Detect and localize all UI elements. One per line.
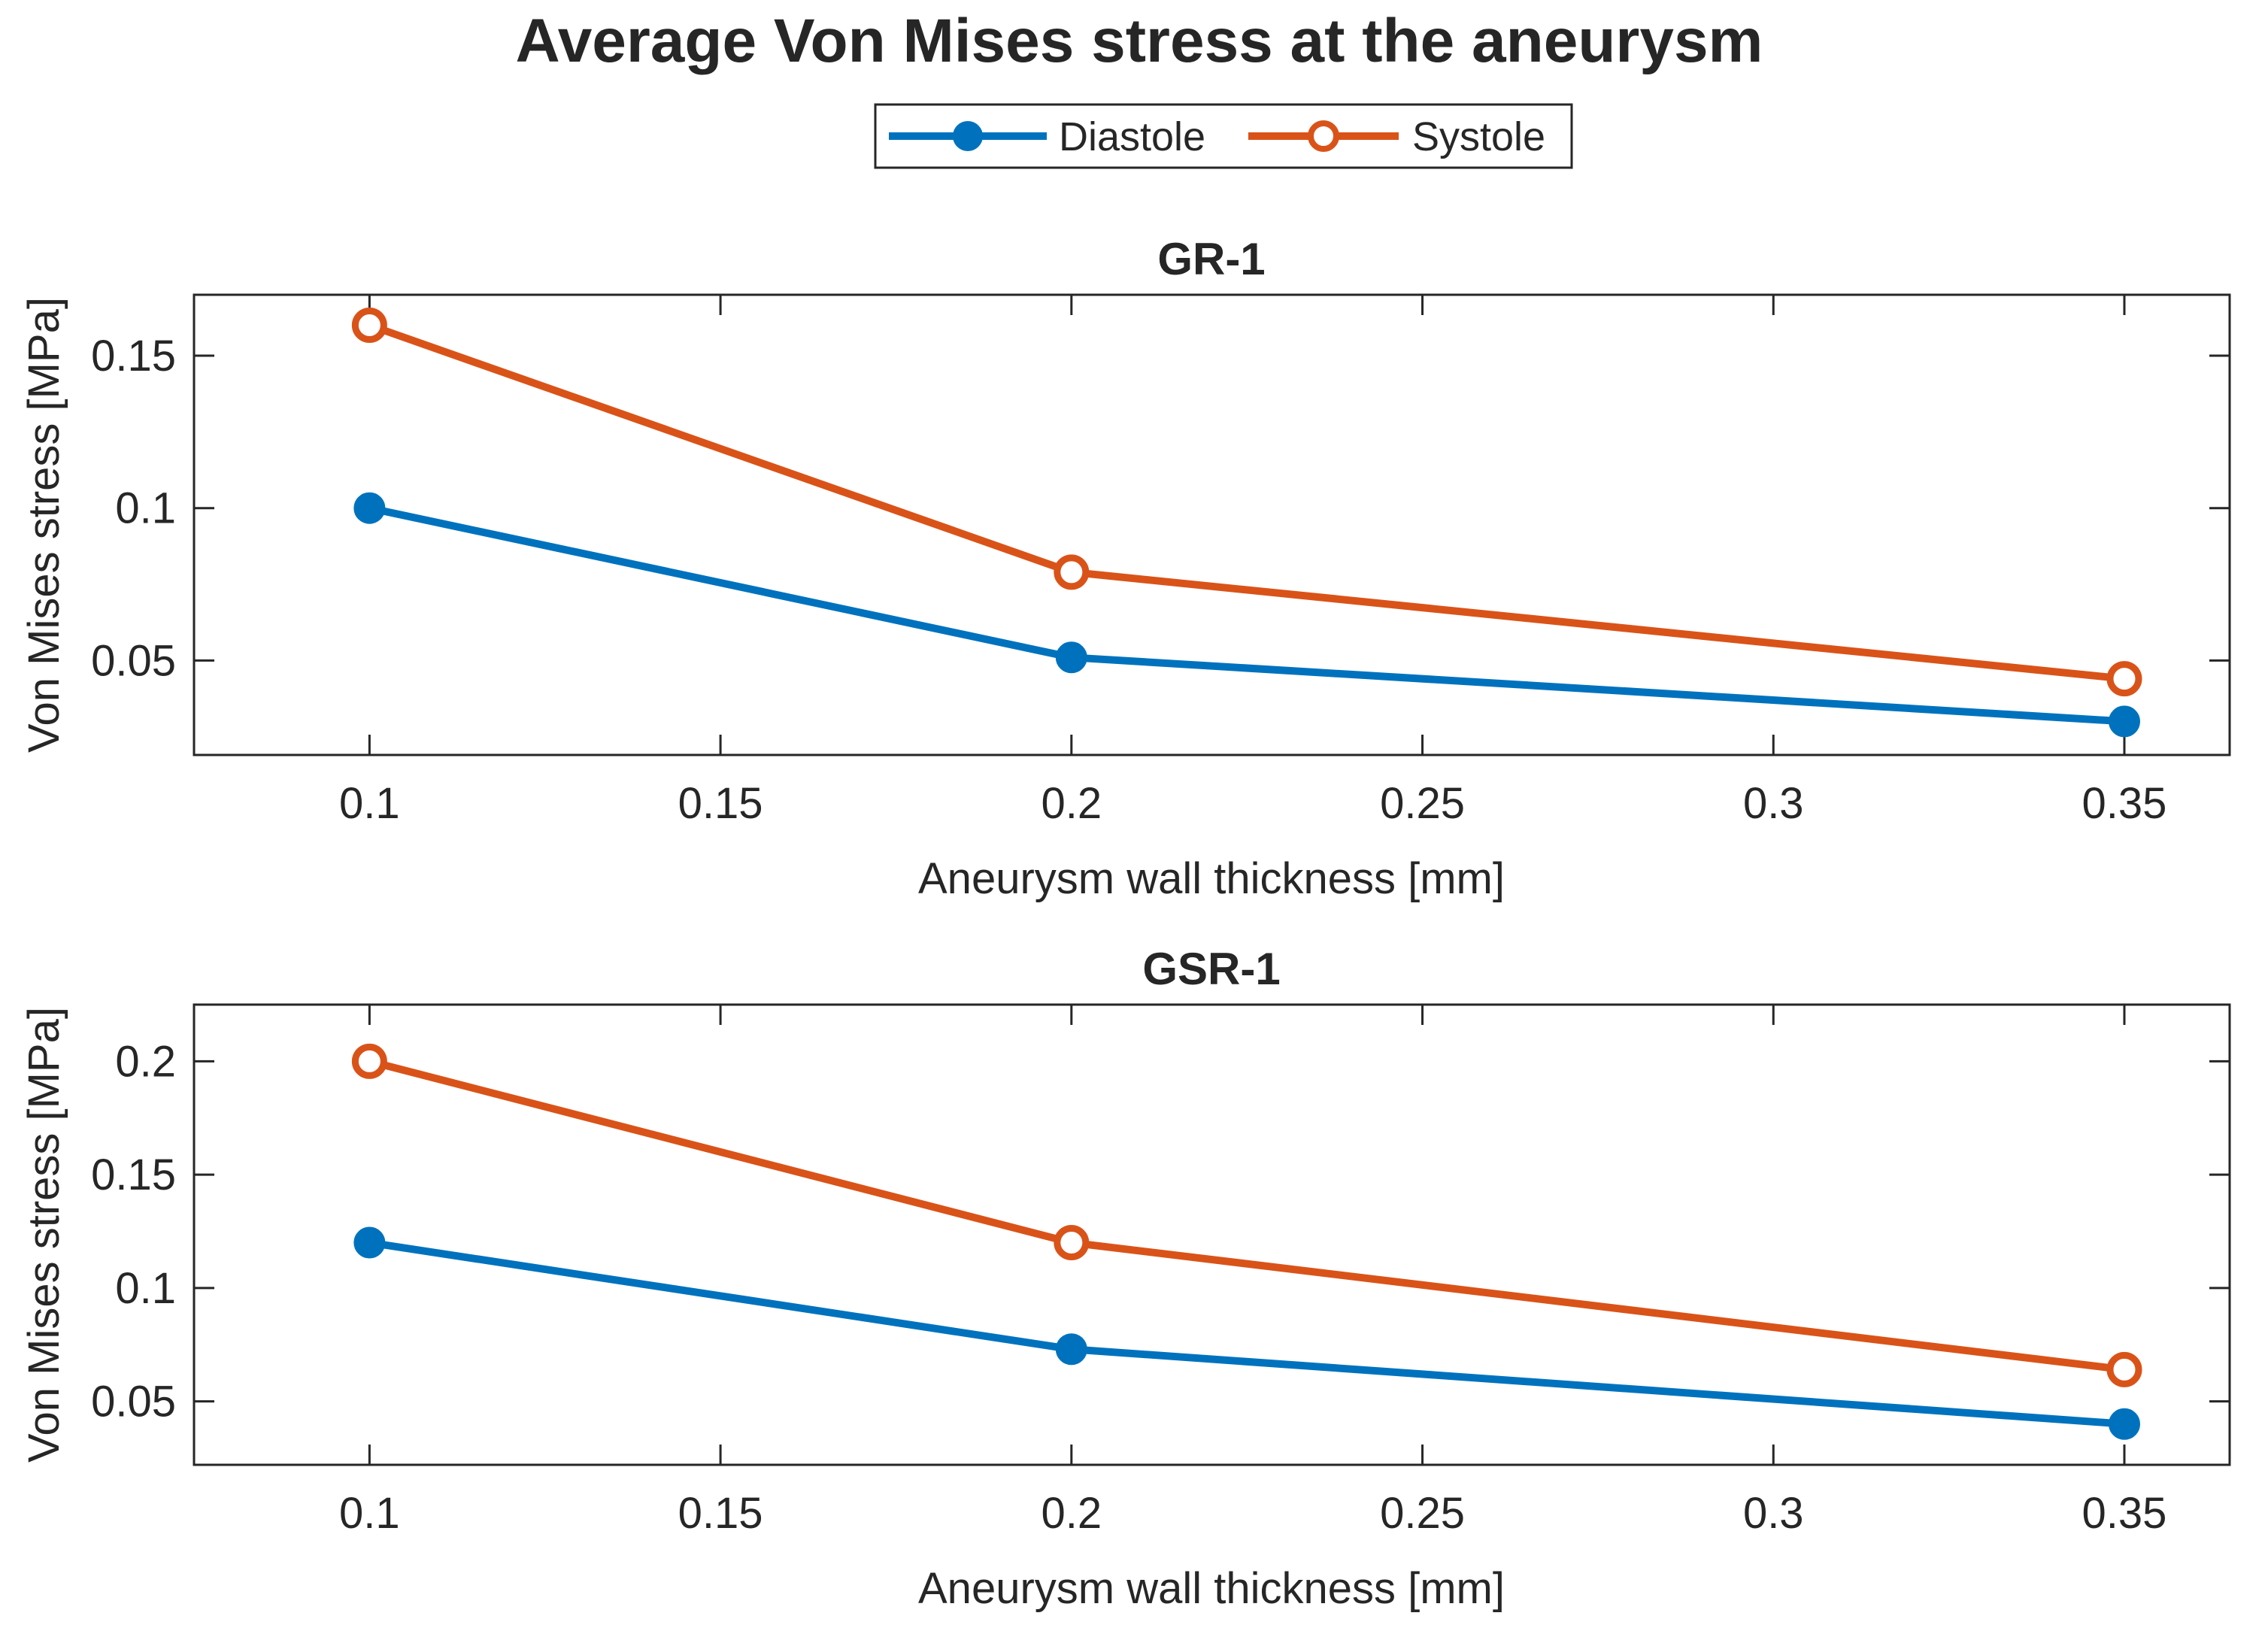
subplot-gsr1: GSR-1 0.1 0.15 0.2 0.25 0.3 0.35 0.050.10.150…	[20, 944, 2231, 1613]
legend-entry-systole: Systole	[1248, 114, 1545, 159]
x-tick-label: 0.1	[339, 779, 400, 828]
x-tick-label: 0.1	[339, 1489, 400, 1538]
x-tick-label: 0.25	[1380, 779, 1465, 828]
subplot-title-gr1: GR-1	[1157, 234, 1265, 284]
x-tick-label: 0.35	[2082, 779, 2167, 828]
legend-label-systole: Systole	[1412, 114, 1545, 159]
legend-marker-diastole	[953, 121, 983, 151]
data-point-systole	[2106, 1351, 2142, 1387]
x-tick-label: 0.25	[1380, 1489, 1465, 1538]
y-tick-label: 0.1	[115, 484, 176, 533]
legend: Diastole Systole	[874, 103, 1573, 169]
y-tick-label: 0.2	[115, 1037, 176, 1086]
y-axis-label-gsr1: Von Mises stress [MPa]	[20, 1007, 68, 1463]
x-tick-label: 0.35	[2082, 1489, 2167, 1538]
subplot-gr1: GR-1 0.1 0.15 0.2 0.25 0.3 0.35 0.05 0.1 0.15 A…	[20, 234, 2231, 903]
subplot-title-gsr1: GSR-1	[1142, 944, 1280, 994]
x-tick-label: 0.3	[1743, 779, 1804, 828]
y-ticks-gr1: 0.05 0.1 0.15	[91, 332, 2230, 685]
data-point-diastole	[1055, 641, 1087, 674]
data-point-systole	[351, 308, 387, 344]
y-tick-label: 0.15	[91, 332, 176, 380]
x-ticks-gr1: 0.1 0.15 0.2 0.25 0.3 0.35	[339, 295, 2166, 828]
y-tick-label: 0.05	[91, 636, 176, 685]
legend-label-diastole: Diastole	[1059, 114, 1205, 159]
x-tick-label: 0.2	[1041, 779, 1102, 828]
y-tick-label: 0.05	[91, 1378, 176, 1426]
data-point-diastole	[2108, 1408, 2140, 1440]
data-point-diastole	[1055, 1333, 1087, 1366]
data-point-diastole	[2108, 705, 2140, 738]
x-tick-label: 0.15	[678, 779, 763, 828]
data-point-diastole	[353, 492, 386, 524]
x-tick-label: 0.2	[1041, 1489, 1102, 1538]
data-point-systole	[351, 1043, 387, 1079]
data-point-diastole	[353, 1226, 386, 1259]
x-axis-label-gsr1: Aneurysm wall thickness [mm]	[918, 1564, 1505, 1613]
y-axis-label-gr1: Von Mises stress [MPa]	[20, 297, 68, 753]
plot-area-gsr1	[193, 1003, 2231, 1466]
x-tick-label: 0.3	[1743, 1489, 1804, 1538]
series-gr1	[351, 308, 2142, 738]
y-tick-label: 0.1	[115, 1264, 176, 1313]
y-tick-label: 0.15	[91, 1150, 176, 1199]
data-point-systole	[2106, 661, 2142, 697]
figure-title: Average Von Mises stress at the aneurysm	[516, 7, 1763, 75]
x-tick-label: 0.15	[678, 1489, 763, 1538]
plot-area-gr1	[193, 293, 2231, 756]
series-gsr1	[351, 1043, 2142, 1440]
y-ticks-gsr1: 0.05 0.1 0.15 0.2	[91, 1037, 2230, 1426]
data-point-systole	[1054, 1225, 1090, 1261]
x-ticks-gsr1: 0.1 0.15 0.2 0.25 0.3 0.35	[339, 1005, 2166, 1538]
legend-marker-systole	[1308, 120, 1339, 152]
x-axis-label-gr1: Aneurysm wall thickness [mm]	[918, 854, 1505, 903]
data-point-systole	[1054, 554, 1090, 590]
legend-entry-diastole: Diastole	[889, 114, 1205, 159]
